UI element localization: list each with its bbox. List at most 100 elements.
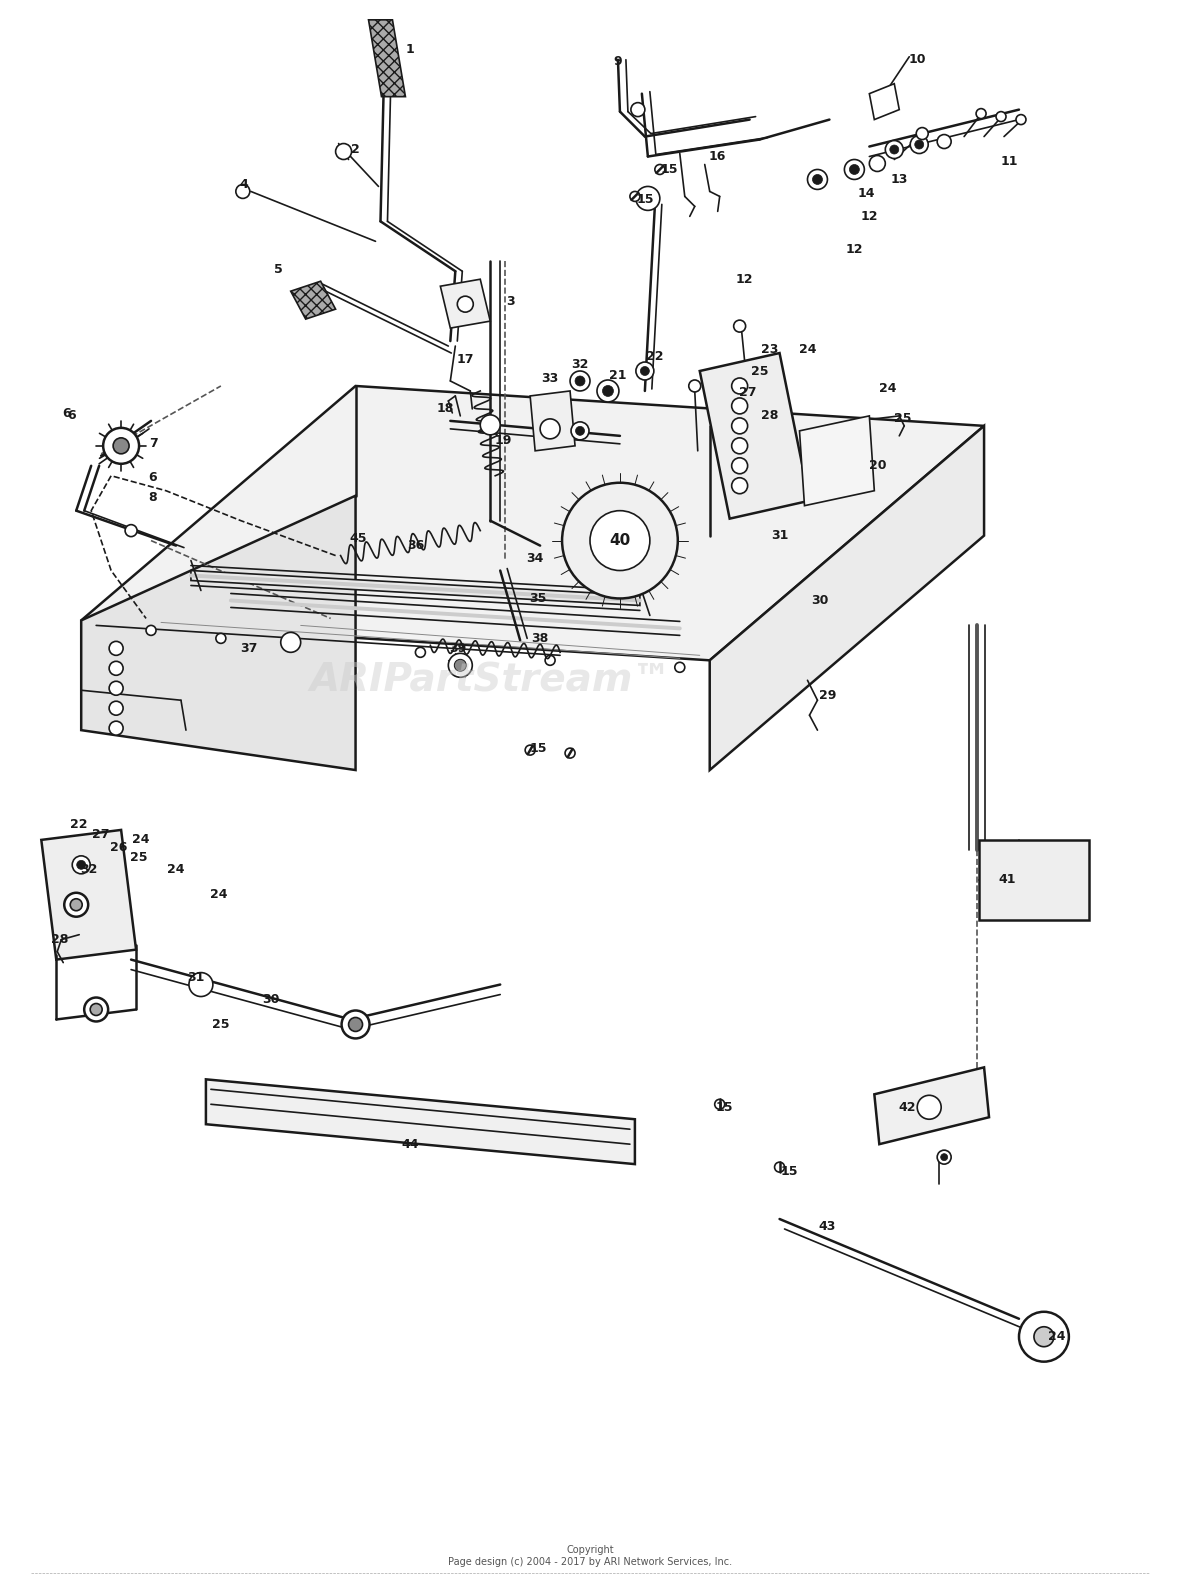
Text: 14: 14 [858,186,876,200]
Circle shape [109,662,123,675]
Text: 6: 6 [67,409,76,422]
Circle shape [655,164,664,175]
Text: 18: 18 [437,403,454,415]
Polygon shape [979,840,1089,920]
Circle shape [571,422,589,439]
Circle shape [914,140,924,150]
Circle shape [937,1150,951,1165]
Circle shape [597,380,620,403]
Circle shape [540,418,560,439]
Text: 32: 32 [80,864,98,877]
Text: 41: 41 [998,873,1016,886]
Text: 39: 39 [450,641,467,655]
Text: 9: 9 [614,56,622,68]
Text: 42: 42 [898,1101,916,1114]
Text: 25: 25 [130,851,148,864]
Circle shape [1016,115,1025,124]
Circle shape [103,428,139,465]
Text: 29: 29 [819,689,837,702]
Text: 24: 24 [1048,1330,1066,1343]
Circle shape [458,296,473,312]
Circle shape [732,438,748,453]
Circle shape [976,108,986,119]
Circle shape [90,1004,103,1015]
Polygon shape [368,19,406,97]
Text: Copyright
Page design (c) 2004 - 2017 by ARI Network Services, Inc.: Copyright Page design (c) 2004 - 2017 by… [448,1545,732,1567]
Text: ARIPartStream™: ARIPartStream™ [309,662,671,700]
Circle shape [348,1018,362,1031]
Circle shape [189,972,212,996]
Circle shape [937,135,951,148]
Text: 23: 23 [761,342,779,355]
Polygon shape [81,496,355,770]
Text: 34: 34 [526,552,544,565]
Circle shape [940,1153,948,1161]
Circle shape [570,371,590,391]
Text: 12: 12 [846,243,863,256]
Circle shape [72,856,90,873]
Text: 31: 31 [771,530,788,543]
Circle shape [715,1099,725,1109]
Circle shape [590,511,650,571]
Circle shape [281,632,301,652]
Text: 24: 24 [799,342,817,355]
Polygon shape [709,426,984,770]
Text: 32: 32 [571,358,589,371]
Circle shape [732,379,748,395]
Text: 40: 40 [609,533,630,549]
Circle shape [415,648,425,657]
Circle shape [636,186,660,210]
Text: 11: 11 [1001,154,1018,169]
Text: 28: 28 [51,934,68,947]
Circle shape [996,111,1007,121]
Polygon shape [191,571,640,606]
Circle shape [448,654,472,678]
Circle shape [480,415,500,434]
Text: 44: 44 [401,1138,419,1150]
Text: 5: 5 [275,263,283,275]
Polygon shape [870,84,899,119]
Circle shape [890,145,899,154]
Circle shape [575,375,585,387]
Text: 24: 24 [879,382,896,396]
Circle shape [870,156,885,172]
Text: 10: 10 [909,53,926,67]
Text: 15: 15 [530,741,546,754]
Circle shape [64,893,88,916]
Polygon shape [81,387,984,660]
Text: 12: 12 [860,210,878,223]
Text: 1: 1 [406,43,415,56]
Text: 36: 36 [407,539,424,552]
Text: 20: 20 [868,460,886,473]
Text: 7: 7 [149,438,157,450]
Circle shape [850,164,859,175]
Text: 25: 25 [750,364,768,377]
Circle shape [636,363,654,380]
Circle shape [216,633,225,643]
Text: 38: 38 [531,632,549,644]
Circle shape [916,127,929,140]
Text: 2: 2 [352,143,360,156]
Circle shape [109,721,123,735]
Circle shape [885,140,903,159]
Text: 43: 43 [819,1220,837,1233]
Circle shape [813,175,822,185]
Circle shape [335,143,352,159]
Circle shape [910,135,929,153]
Text: 22: 22 [647,350,663,363]
Text: 15: 15 [716,1101,734,1114]
Text: 27: 27 [739,387,756,399]
Circle shape [630,191,640,202]
Circle shape [562,482,677,598]
Text: 8: 8 [149,492,157,504]
Text: 35: 35 [530,592,546,605]
Text: 4: 4 [240,178,248,191]
Text: 16: 16 [709,150,727,162]
Text: 21: 21 [609,369,627,382]
Circle shape [454,659,466,671]
Circle shape [917,1095,942,1118]
Polygon shape [800,415,874,506]
Text: 30: 30 [262,993,280,1006]
Circle shape [1020,1313,1069,1362]
Circle shape [732,477,748,493]
